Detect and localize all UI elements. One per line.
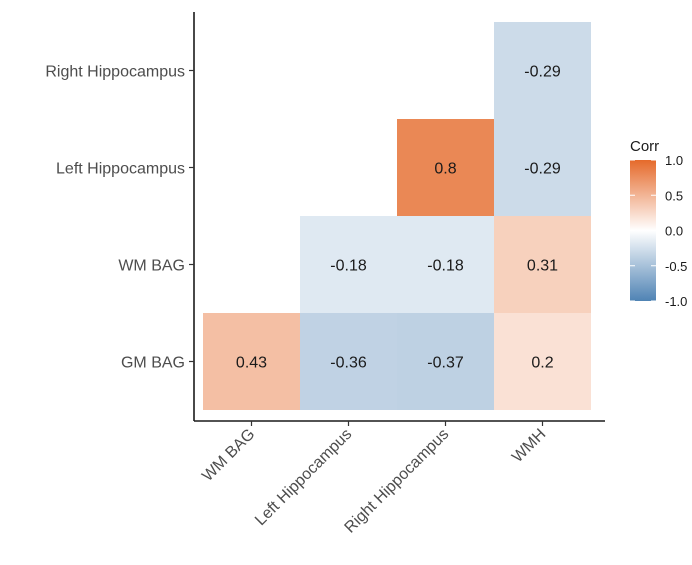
heatmap-cells-layer bbox=[203, 22, 591, 410]
y-tick-label-left-hippocampus: Left Hippocampus bbox=[56, 161, 185, 178]
heatmap-value-label: -0.36 bbox=[330, 355, 367, 372]
x-tick-label-wmh: WMH bbox=[509, 426, 549, 466]
y-tick-label-gm-bag: GM BAG bbox=[121, 355, 185, 372]
legend-tick-label: 0.0 bbox=[665, 224, 683, 239]
heatmap-value-label: 0.43 bbox=[236, 355, 267, 372]
heatmap-value-labels-layer: 0.43 -0.36 -0.37 0.2 -0.18 -0.18 0.31 0.8 -0.29 -… bbox=[236, 64, 561, 372]
heatmap-value-label: 0.2 bbox=[531, 355, 553, 372]
legend-tick-label: 1.0 bbox=[665, 153, 683, 168]
legend-tick-label: -0.5 bbox=[665, 259, 687, 274]
legend-tick-label: 0.5 bbox=[665, 188, 683, 203]
heatmap-cell-gm-bag-left-hippocampus bbox=[300, 313, 397, 410]
heatmap-value-label: 0.8 bbox=[434, 161, 456, 178]
color-legend: Corr 1.0 0.5 0.0 -0.5 -1.0 bbox=[630, 138, 687, 309]
heatmap-value-label: -0.18 bbox=[427, 258, 464, 275]
legend-ticks: 1.0 0.5 0.0 -0.5 -1.0 bbox=[630, 153, 687, 309]
heatmap-value-label: -0.37 bbox=[427, 355, 464, 372]
x-tick-label-right-hippocampus: Right Hippocampus bbox=[342, 426, 453, 537]
heatmap-cell-wm-bag-left-hippocampus bbox=[300, 216, 397, 313]
heatmap-cell-gm-bag-wm-bag bbox=[203, 313, 300, 410]
heatmap-value-label: -0.29 bbox=[524, 64, 561, 81]
y-tick-label-right-hippocampus: Right Hippocampus bbox=[45, 64, 185, 81]
heatmap-cell-wm-bag-wmh bbox=[494, 216, 591, 313]
heatmap-cell-left-hippocampus-wmh bbox=[494, 119, 591, 216]
y-tick-label-wm-bag: WM BAG bbox=[118, 258, 185, 275]
heatmap-cell-left-hippocampus-right-hippocampus bbox=[397, 119, 494, 216]
heatmap-value-label: 0.31 bbox=[527, 258, 558, 275]
y-axis-ticks-layer: GM BAG WM BAG Left Hippocampus Right Hippoc… bbox=[45, 64, 194, 372]
legend-title: Corr bbox=[630, 138, 659, 155]
x-tick-label-left-hippocampus: Left Hippocampus bbox=[252, 426, 355, 529]
x-tick-label-wm-bag: WM BAG bbox=[199, 426, 258, 485]
axes-layer bbox=[193, 12, 605, 422]
heatmap-value-label: -0.18 bbox=[330, 258, 367, 275]
heatmap-cell-gm-bag-right-hippocampus bbox=[397, 313, 494, 410]
heatmap-cell-wm-bag-right-hippocampus bbox=[397, 216, 494, 313]
heatmap-cell-gm-bag-wmh bbox=[494, 313, 591, 410]
legend-tick-label: -1.0 bbox=[665, 294, 687, 309]
heatmap-value-label: -0.29 bbox=[524, 161, 561, 178]
heatmap-cell-right-hippocampus-wmh bbox=[494, 22, 591, 119]
